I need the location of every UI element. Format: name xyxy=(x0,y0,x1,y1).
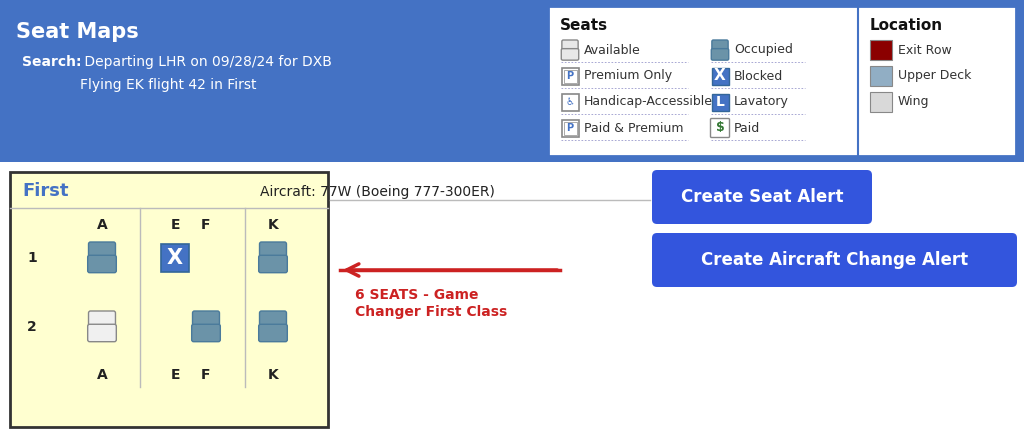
Text: Seat Maps: Seat Maps xyxy=(16,22,138,42)
FancyBboxPatch shape xyxy=(652,233,1017,287)
Text: 6 SEATS - Game: 6 SEATS - Game xyxy=(355,288,478,302)
Text: 2: 2 xyxy=(27,320,37,334)
Text: E: E xyxy=(170,368,180,382)
Text: X: X xyxy=(167,248,183,268)
Text: A: A xyxy=(96,218,108,232)
Text: ♿: ♿ xyxy=(565,97,574,107)
FancyBboxPatch shape xyxy=(88,311,116,327)
Text: Create Aircraft Change Alert: Create Aircraft Change Alert xyxy=(701,251,968,269)
Text: A: A xyxy=(96,368,108,382)
FancyBboxPatch shape xyxy=(561,94,579,110)
Text: Create Seat Alert: Create Seat Alert xyxy=(681,188,843,206)
FancyBboxPatch shape xyxy=(162,244,188,271)
Text: Premium Only: Premium Only xyxy=(584,69,672,83)
Text: P: P xyxy=(566,123,573,133)
Text: X: X xyxy=(714,69,726,84)
Text: 1: 1 xyxy=(27,251,37,265)
Text: Lavatory: Lavatory xyxy=(734,95,788,108)
Text: K: K xyxy=(267,218,279,232)
FancyBboxPatch shape xyxy=(870,66,892,86)
FancyBboxPatch shape xyxy=(259,255,288,273)
FancyBboxPatch shape xyxy=(259,324,288,342)
Text: Paid: Paid xyxy=(734,122,760,134)
Text: Occupied: Occupied xyxy=(734,43,793,57)
FancyBboxPatch shape xyxy=(88,255,117,273)
FancyBboxPatch shape xyxy=(712,49,729,60)
FancyBboxPatch shape xyxy=(193,311,219,327)
Text: Seats: Seats xyxy=(560,18,608,33)
FancyBboxPatch shape xyxy=(561,49,579,60)
Text: E: E xyxy=(170,218,180,232)
FancyBboxPatch shape xyxy=(652,170,872,224)
FancyBboxPatch shape xyxy=(191,324,220,342)
FancyBboxPatch shape xyxy=(259,311,287,327)
Text: First: First xyxy=(22,182,69,200)
Text: Departing LHR on 09/28/24 for DXB: Departing LHR on 09/28/24 for DXB xyxy=(80,55,332,69)
FancyBboxPatch shape xyxy=(870,40,892,60)
Text: P: P xyxy=(566,71,573,81)
Text: L: L xyxy=(716,95,724,109)
FancyBboxPatch shape xyxy=(88,324,117,342)
FancyBboxPatch shape xyxy=(561,119,579,137)
FancyBboxPatch shape xyxy=(259,242,287,258)
FancyBboxPatch shape xyxy=(712,94,728,110)
Text: Flying EK flight 42 in First: Flying EK flight 42 in First xyxy=(80,78,256,92)
Text: Search:: Search: xyxy=(22,55,82,69)
FancyBboxPatch shape xyxy=(88,242,116,258)
Text: $: $ xyxy=(716,122,724,134)
FancyBboxPatch shape xyxy=(0,162,1024,442)
Text: Exit Row: Exit Row xyxy=(898,43,951,57)
Text: Aircraft: 77W (Boeing 777-300ER): Aircraft: 77W (Boeing 777-300ER) xyxy=(260,185,495,199)
FancyBboxPatch shape xyxy=(711,118,729,137)
FancyBboxPatch shape xyxy=(0,0,1024,162)
Text: F: F xyxy=(202,368,211,382)
FancyBboxPatch shape xyxy=(548,6,1016,156)
Text: Location: Location xyxy=(870,18,943,33)
Text: Wing: Wing xyxy=(898,95,930,108)
Text: Blocked: Blocked xyxy=(734,69,783,83)
FancyBboxPatch shape xyxy=(561,68,579,84)
Text: Changer First Class: Changer First Class xyxy=(355,305,507,319)
FancyBboxPatch shape xyxy=(562,40,579,51)
Text: F: F xyxy=(202,218,211,232)
Text: K: K xyxy=(267,368,279,382)
FancyBboxPatch shape xyxy=(712,68,728,84)
FancyBboxPatch shape xyxy=(10,172,328,427)
FancyBboxPatch shape xyxy=(712,40,728,51)
FancyBboxPatch shape xyxy=(870,92,892,112)
Text: Handicap-Accessible: Handicap-Accessible xyxy=(584,95,713,108)
Text: Available: Available xyxy=(584,43,641,57)
Text: Paid & Premium: Paid & Premium xyxy=(584,122,683,134)
Text: Upper Deck: Upper Deck xyxy=(898,69,972,83)
